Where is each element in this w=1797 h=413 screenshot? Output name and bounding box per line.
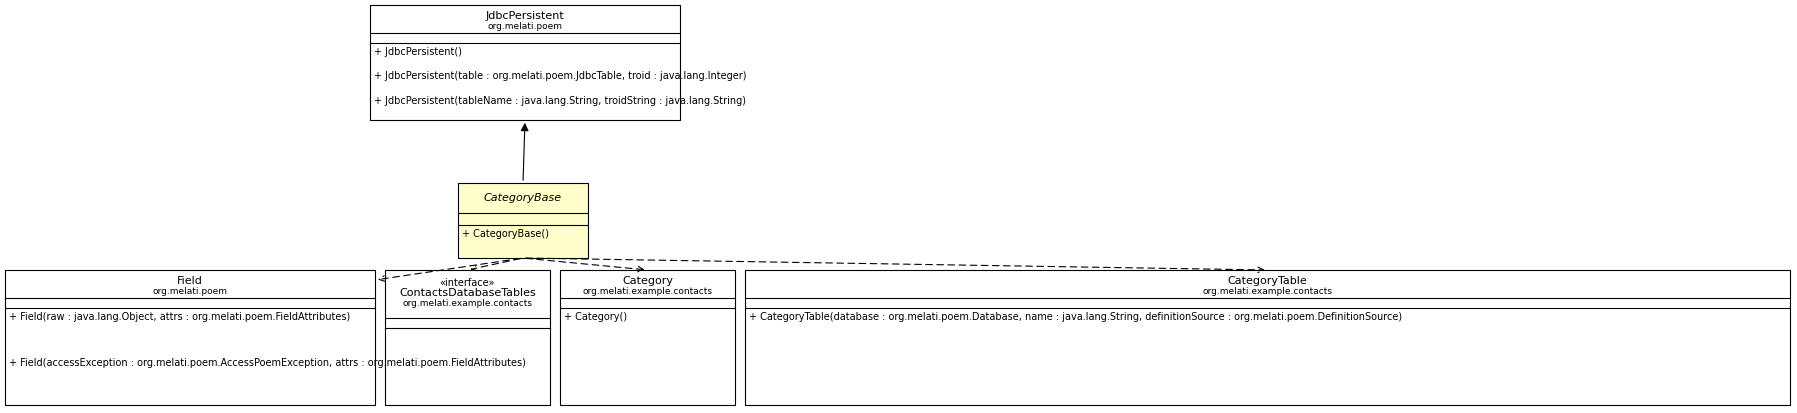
Text: + Field(accessException : org.melati.poem.AccessPoemException, attrs : org.melat: + Field(accessException : org.melati.poe… [9,358,527,368]
Text: CategoryTable: CategoryTable [1227,276,1308,286]
Text: Field: Field [178,276,203,286]
Text: + CategoryBase(): + CategoryBase() [462,229,550,239]
Bar [561,270,735,405]
Text: Category: Category [622,276,674,286]
Bar [370,5,679,120]
Text: JdbcPersistent: JdbcPersistent [485,11,564,21]
Text: + Category(): + Category() [564,312,627,322]
Text: + CategoryTable(database : org.melati.poem.Database, name : java.lang.String, de: + CategoryTable(database : org.melati.po… [749,312,1402,322]
Text: «interface»: «interface» [440,278,496,288]
Bar [385,270,550,405]
Text: ContactsDatabaseTables: ContactsDatabaseTables [399,288,536,298]
Text: CategoryBase: CategoryBase [483,193,562,203]
Bar [5,270,376,405]
Text: org.melati.poem: org.melati.poem [153,287,228,296]
Bar [458,183,588,258]
Text: org.melati.example.contacts: org.melati.example.contacts [1202,287,1333,296]
Bar [746,270,1790,405]
Text: + Field(raw : java.lang.Object, attrs : org.melati.poem.FieldAttributes): + Field(raw : java.lang.Object, attrs : … [9,312,350,322]
Text: + JdbcPersistent(table : org.melati.poem.JdbcTable, troid : java.lang.Integer): + JdbcPersistent(table : org.melati.poem… [374,71,746,81]
Text: org.melati.poem: org.melati.poem [487,22,562,31]
Text: org.melati.example.contacts: org.melati.example.contacts [582,287,712,296]
Text: + JdbcPersistent(): + JdbcPersistent() [374,47,462,57]
Text: + JdbcPersistent(tableName : java.lang.String, troidString : java.lang.String): + JdbcPersistent(tableName : java.lang.S… [374,96,746,106]
Text: org.melati.example.contacts: org.melati.example.contacts [403,299,532,308]
